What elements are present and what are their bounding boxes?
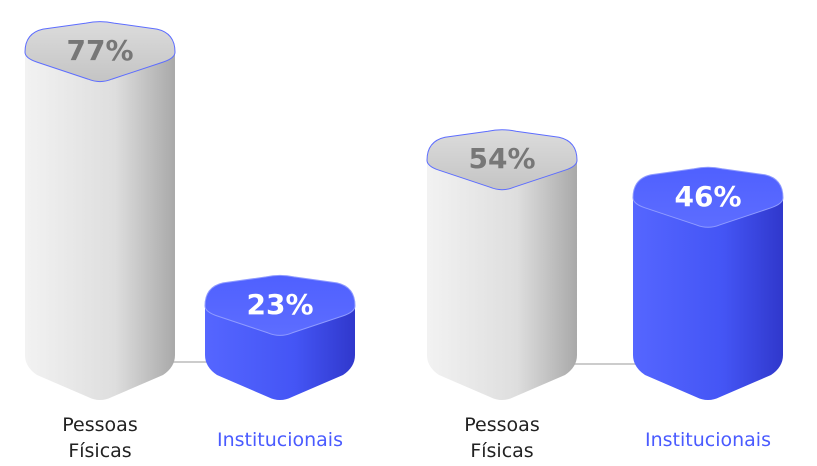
category-label: Pessoas Físicas [62,414,138,462]
bar-cap [24,21,176,83]
category-label: Institucionais [217,429,343,451]
bar [25,52,175,400]
value-label: 46% [674,180,741,213]
bar-cap [632,166,784,228]
category-label: Institucionais [645,429,771,451]
bar-cap [204,274,356,336]
bar [633,197,783,400]
value-label: 77% [66,34,133,67]
category-label: Pessoas Físicas [464,414,540,462]
bar [427,160,577,400]
bar [205,305,355,400]
bar-cap [426,129,578,191]
value-label: 54% [468,142,535,175]
value-label: 23% [246,288,313,321]
